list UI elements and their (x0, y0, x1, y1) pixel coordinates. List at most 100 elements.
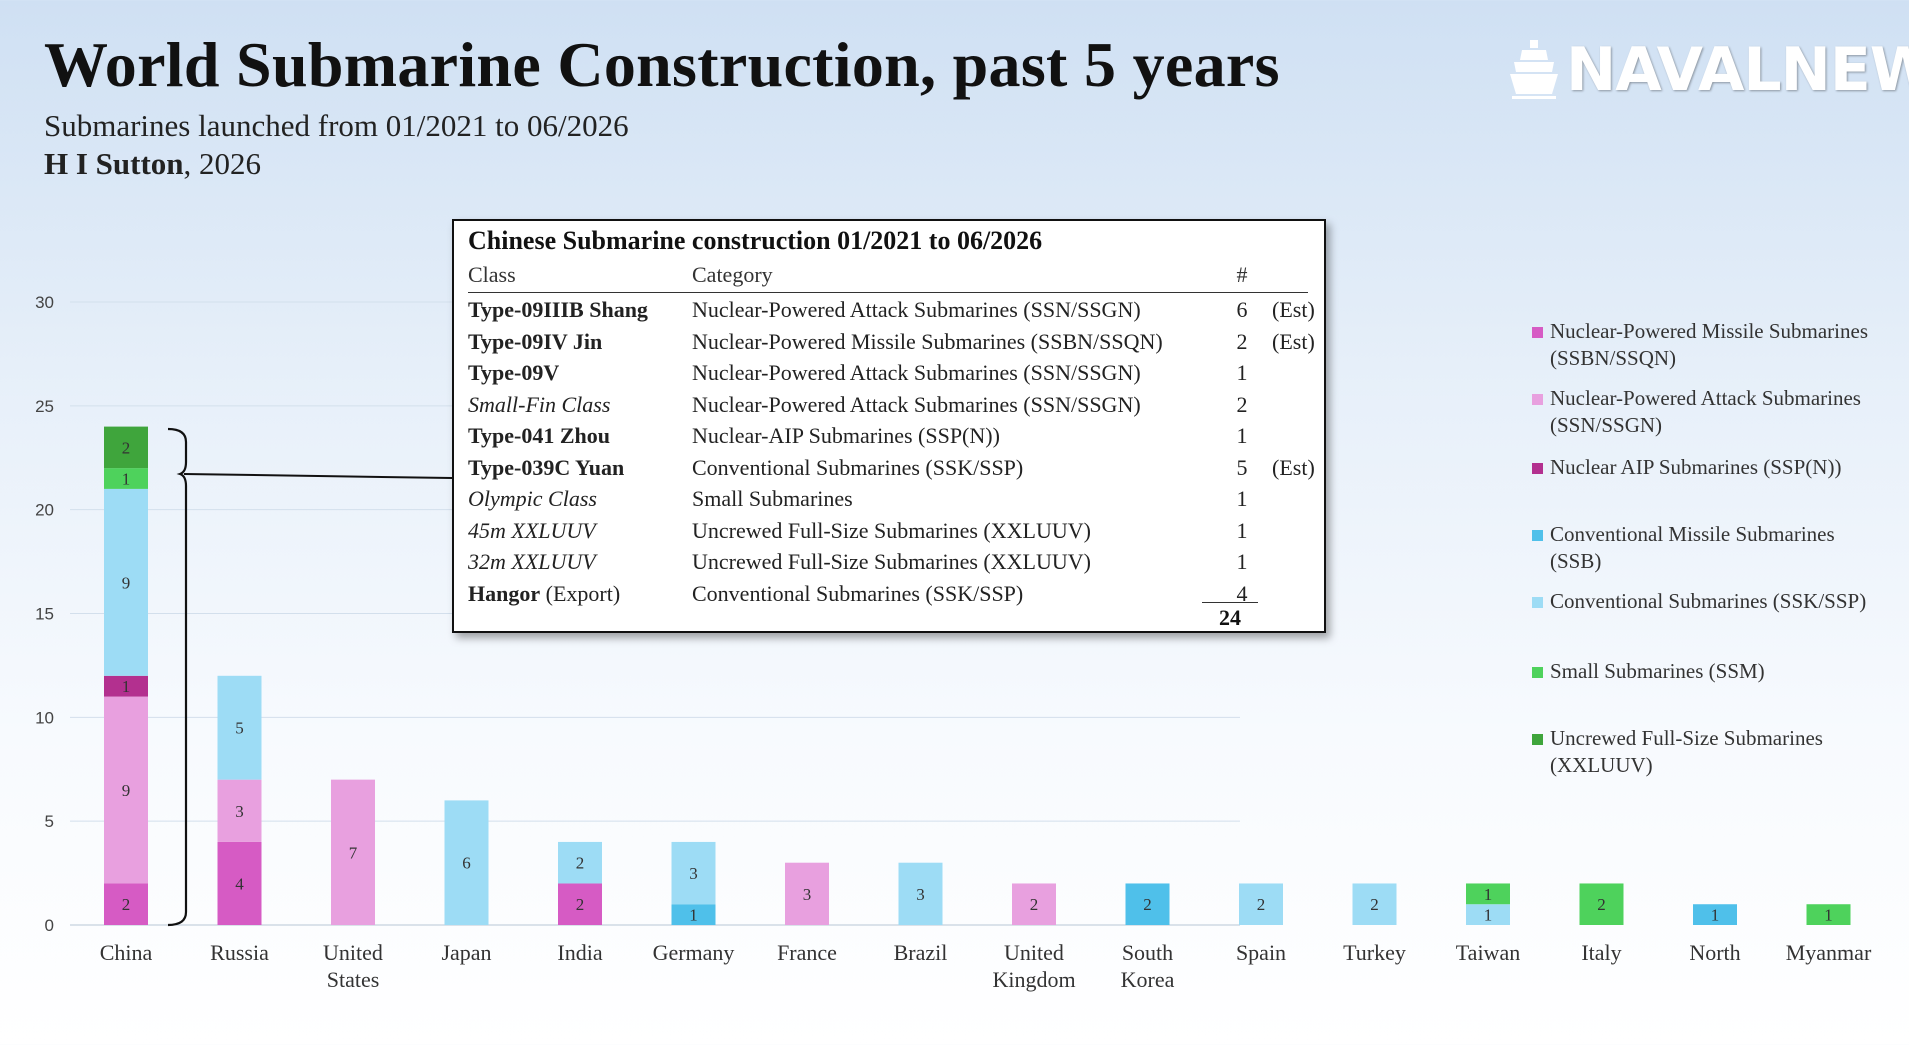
row-class-name: Type-041 Zhou (468, 423, 611, 448)
row-count: 1 (1236, 517, 1248, 543)
row-class-name: 45m XXLUUV (468, 517, 596, 543)
chart-subtitle: Submarines launched from 01/2021 to 06/2… (44, 108, 629, 143)
row-count: 2 (1236, 328, 1248, 354)
row-class: Type-041 Zhou (468, 423, 610, 449)
y-tick-label: 5 (45, 812, 54, 831)
row-class-name: Hangor (468, 580, 541, 606)
row-class: 45m XXLUUV (468, 518, 596, 544)
ship-icon (1510, 40, 1558, 99)
bar-segment (217, 841, 262, 925)
row-class-name: Olympic Class (468, 486, 597, 511)
row-count: 1 (1236, 549, 1248, 574)
bar-value-label: 1 (122, 677, 131, 696)
bar-segment (104, 426, 148, 469)
row-class: Type-09IIIB Shang (468, 297, 648, 323)
logo-text: NAVALNEWS (1566, 35, 1909, 105)
row-class-name: Small-Fin Class (468, 391, 611, 417)
bar-value-label: 9 (122, 573, 131, 592)
category-labels: China Russia United States Japan India Germany… (100, 940, 1872, 992)
row-note: (Est) (1272, 454, 1315, 480)
category-label: Germany (653, 940, 735, 965)
sum-rule (1202, 602, 1258, 603)
category-label: Spain (1236, 940, 1286, 965)
bar-segment (898, 862, 943, 925)
table-row: 45m XXLUUV Uncrewed Full-Size Submarines … (468, 518, 1308, 549)
bar-value-label: 2 (122, 438, 131, 457)
table-row: Small-Fin Class Nuclear-Powered Attack Su… (468, 392, 1308, 423)
bar-segment (671, 904, 716, 925)
row-class-name: Type-09IIIB Shang (468, 297, 648, 322)
legend-label: Nuclear AIP Submarines (SSP(N)) (1550, 455, 1842, 479)
legend-swatch (1532, 667, 1543, 678)
bar-segment (217, 779, 262, 842)
row-count: 2 (1236, 391, 1248, 417)
bar-segment (1579, 883, 1624, 925)
bar-segment (444, 800, 489, 925)
row-category: Uncrewed Full-Size Submarines (XXLUUV) (692, 517, 1091, 543)
bar-value-label: 5 (235, 719, 244, 738)
author-year: , 2026 (183, 146, 262, 181)
bar-segment (104, 468, 148, 489)
table-row: Type-09IV Jin Nuclear-Powered Missile Sub… (468, 328, 1315, 360)
category-label: Japan (441, 940, 491, 965)
y-tick-label: 15 (35, 605, 54, 624)
table-row: Type-09IIIB Shang Nuclear-Powered Attack … (468, 297, 1315, 328)
row-category: Conventional Submarines (SSK/SSP) (692, 580, 1024, 606)
legend-swatch (1532, 327, 1543, 338)
bar-value-label: 2 (1257, 895, 1266, 914)
author-line: H I Sutton, 2026 (44, 146, 261, 182)
row-class: Type-039C Yuan (468, 455, 624, 481)
inset-table-title: Chinese Submarine construction 01/2021 t… (468, 226, 1043, 255)
table-row: Hangor (Export) Conventional Submarines (… (468, 581, 1308, 612)
category-label: Taiwan (1456, 940, 1520, 965)
category-label: United States (323, 940, 383, 992)
bar-value-label: 2 (1030, 895, 1039, 914)
bar-value-label: 1 (122, 470, 131, 489)
bar-segment (1012, 883, 1056, 925)
row-class: Type-09IV Jin (468, 329, 602, 355)
bar-value-label: 2 (122, 895, 131, 914)
row-count: 5 (1236, 454, 1248, 480)
category-label: Italy (1581, 940, 1621, 965)
row-category: Nuclear-Powered Attack Submarines (SSN/S… (692, 360, 1141, 385)
bar-segment (1466, 904, 1510, 925)
row-category: Uncrewed Full-Size Submarines (XXLUUV) (692, 549, 1091, 574)
legend-swatch (1532, 597, 1543, 608)
y-tick-label: 10 (35, 708, 54, 727)
row-class-name: 32m XXLUUV (468, 549, 596, 574)
row-count: 1 (1236, 423, 1248, 448)
legend-label: Conventional Missile Submarines (SSB) (1550, 522, 1835, 573)
y-axis-ticks: 0 5 10 15 20 25 30 (35, 293, 54, 935)
category-label: North (1689, 940, 1740, 965)
bar-value-label: 9 (122, 781, 131, 800)
bar-value-label: 4 (235, 874, 244, 893)
bar-segment (558, 841, 602, 884)
row-class: Small-Fin Class (468, 392, 610, 418)
row-category: Nuclear-Powered Attack Submarines (SSN/S… (692, 391, 1141, 417)
table-row: Type-041 Zhou Nuclear-AIP Submarines (SSP… (468, 423, 1308, 454)
bar-value-label: 3 (235, 802, 244, 821)
table-row: 32m XXLUUV Uncrewed Full-Size Submarines … (468, 549, 1308, 580)
bar-segment (558, 883, 602, 925)
row-class-name: Type-09V (468, 360, 560, 385)
header-class: Class (468, 262, 516, 287)
bar-segment (1806, 904, 1851, 925)
category-label: France (777, 940, 837, 965)
legend-label: Nuclear-Powered Missile Submarines (SSBN… (1550, 319, 1869, 370)
bar-value-label: 1 (1484, 906, 1493, 925)
row-class: Olympic Class (468, 486, 597, 512)
navalnews-logo: NAVALNEWS (1508, 30, 1909, 110)
category-label: Myanmar (1786, 940, 1872, 965)
bar-value-label: 7 (349, 843, 358, 862)
legend-label: Small Submarines (SSM) (1550, 659, 1765, 683)
category-label: United Kingdom (992, 940, 1075, 992)
category-label: India (557, 940, 602, 965)
row-category: Nuclear-Powered Missile Submarines (SSBN… (692, 328, 1163, 354)
bar-segment (104, 675, 148, 697)
row-class-name: Type-039C Yuan (468, 454, 625, 480)
bar-segment (1693, 904, 1737, 925)
bar-value-label: 1 (1824, 906, 1833, 925)
category-label: Turkey (1343, 940, 1406, 965)
